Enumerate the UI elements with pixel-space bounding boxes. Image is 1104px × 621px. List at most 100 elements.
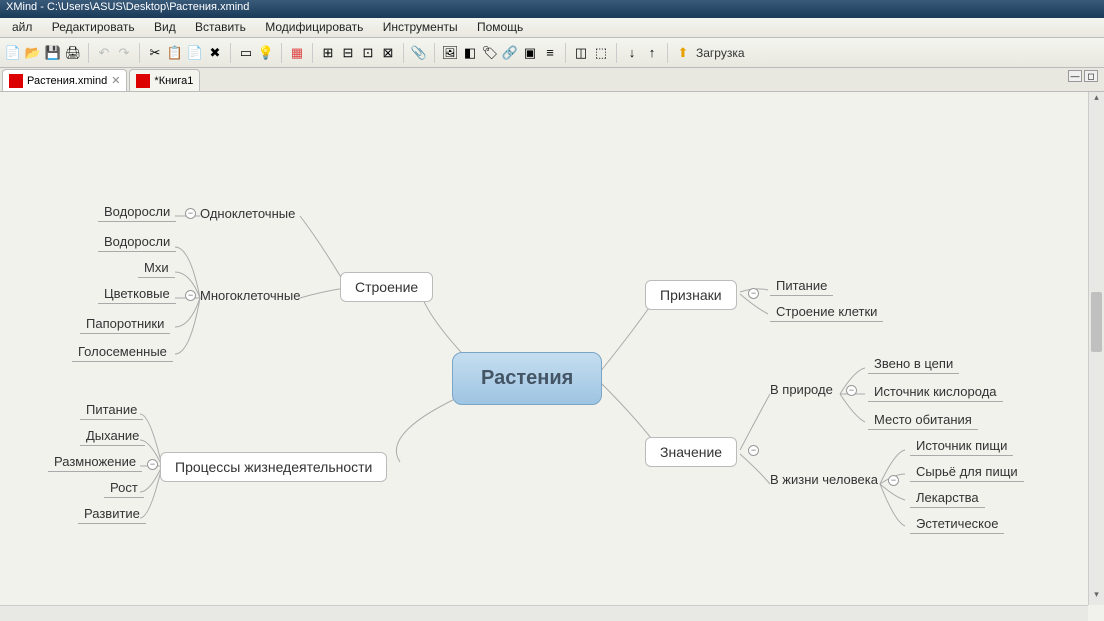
- close-icon[interactable]: ✕: [111, 74, 120, 87]
- vertical-scrollbar[interactable]: ▴ ▾: [1088, 92, 1104, 605]
- leaf-development[interactable]: Развитие: [78, 504, 146, 524]
- upload-icon[interactable]: ⬆: [674, 44, 692, 62]
- undo-icon[interactable]: ↶: [95, 44, 113, 62]
- leaf-oxygen[interactable]: Источник кислорода: [868, 382, 1003, 402]
- branch-processes[interactable]: Процессы жизнедеятельности: [160, 452, 387, 482]
- link-icon[interactable]: 🔗: [501, 44, 519, 62]
- collapse-icon[interactable]: −: [185, 208, 196, 219]
- leaf-habitat[interactable]: Место обитания: [868, 410, 978, 430]
- tab-kniga1[interactable]: *Книга1: [129, 69, 200, 91]
- paste-icon[interactable]: 📄: [186, 44, 204, 62]
- attach-icon[interactable]: 📎: [410, 44, 428, 62]
- menu-insert[interactable]: Вставить: [187, 18, 254, 36]
- menu-edit[interactable]: Редактировать: [44, 18, 143, 36]
- image-icon[interactable]: 🖼: [441, 44, 459, 62]
- tab-rasteniya[interactable]: Растения.xmind ✕: [2, 69, 127, 91]
- leaf-moss[interactable]: Мхи: [138, 258, 175, 278]
- tool1-icon[interactable]: ◫: [572, 44, 590, 62]
- collapse-icon[interactable]: −: [748, 288, 759, 299]
- collapse-icon[interactable]: −: [888, 475, 899, 486]
- branch-meaning[interactable]: Значение: [645, 437, 737, 467]
- print-icon[interactable]: 🖨: [64, 44, 82, 62]
- redo-icon[interactable]: ↷: [115, 44, 133, 62]
- leaf-flowering[interactable]: Цветковые: [98, 284, 176, 304]
- leaf-medicine[interactable]: Лекарства: [910, 488, 985, 508]
- leaf-breathing[interactable]: Дыхание: [80, 426, 145, 446]
- collapse-icon[interactable]: −: [846, 385, 857, 396]
- leaf-chain-link[interactable]: Звено в цепи: [868, 354, 959, 374]
- structure2-icon[interactable]: ⊟: [339, 44, 357, 62]
- topic-icon[interactable]: ▦: [288, 44, 306, 62]
- leaf-fern[interactable]: Папоротники: [80, 314, 170, 334]
- collapse-icon[interactable]: −: [147, 459, 158, 470]
- leaf-nutrition[interactable]: Питание: [80, 400, 143, 420]
- down-icon[interactable]: ↓: [623, 44, 641, 62]
- minimize-icon[interactable]: —: [1068, 70, 1082, 82]
- window-titlebar: XMind - C:\Users\ASUS\Desktop\Растения.x…: [0, 0, 1104, 18]
- copy-icon[interactable]: 📋: [166, 44, 184, 62]
- summary-icon[interactable]: ≡: [541, 44, 559, 62]
- leaf-growth[interactable]: Рост: [104, 478, 144, 498]
- branch-structure[interactable]: Строение: [340, 272, 433, 302]
- label-icon[interactable]: 🏷: [481, 44, 499, 62]
- structure3-icon[interactable]: ⊡: [359, 44, 377, 62]
- structure4-icon[interactable]: ⊠: [379, 44, 397, 62]
- leaf-reproduction[interactable]: Размножение: [48, 452, 142, 472]
- leaf-nutrition2[interactable]: Питание: [770, 276, 833, 296]
- menu-view[interactable]: Вид: [146, 18, 184, 36]
- menu-file[interactable]: айл: [4, 18, 40, 36]
- menu-help[interactable]: Помощь: [469, 18, 531, 36]
- mindmap-canvas[interactable]: Растения Строение Процессы жизнедеятельн…: [0, 92, 1088, 605]
- up-icon[interactable]: ↑: [643, 44, 661, 62]
- idea-icon[interactable]: 💡: [257, 44, 275, 62]
- marker-icon[interactable]: ◧: [461, 44, 479, 62]
- separator: [667, 43, 668, 63]
- separator: [281, 43, 282, 63]
- window-title: XMind - C:\Users\ASUS\Desktop\Растения.x…: [6, 1, 249, 13]
- upload-label[interactable]: Загрузка: [696, 46, 745, 60]
- menu-modify[interactable]: Модифицировать: [257, 18, 371, 36]
- structure1-icon[interactable]: ⊞: [319, 44, 337, 62]
- scroll-up-icon[interactable]: ▴: [1089, 92, 1104, 108]
- maximize-icon[interactable]: ◻: [1084, 70, 1098, 82]
- leaf-cell-structure[interactable]: Строение клетки: [770, 302, 883, 322]
- leaf-food-source[interactable]: Источник пищи: [910, 436, 1013, 456]
- leaf-gymnosperm[interactable]: Голосеменные: [72, 342, 173, 362]
- sub-human[interactable]: В жизни человека: [770, 472, 878, 487]
- separator: [434, 43, 435, 63]
- sub-multicellular[interactable]: Многоклеточные: [200, 288, 300, 303]
- branch-signs[interactable]: Признаки: [645, 280, 737, 310]
- separator: [312, 43, 313, 63]
- sub-unicellular[interactable]: Одноклеточные: [200, 206, 295, 221]
- boundary-icon[interactable]: ▣: [521, 44, 539, 62]
- delete-icon[interactable]: ✖: [206, 44, 224, 62]
- cut-icon[interactable]: ✂: [146, 44, 164, 62]
- leaf-algae2[interactable]: Водоросли: [98, 232, 176, 252]
- separator: [403, 43, 404, 63]
- canvas-area: Растения Строение Процессы жизнедеятельн…: [0, 92, 1104, 621]
- separator: [139, 43, 140, 63]
- scroll-down-icon[interactable]: ▾: [1089, 589, 1104, 605]
- window-buttons: — ◻: [1068, 70, 1098, 82]
- horizontal-scrollbar[interactable]: [0, 605, 1088, 621]
- separator: [88, 43, 89, 63]
- open-icon[interactable]: 📂: [24, 44, 42, 62]
- menu-tools[interactable]: Инструменты: [375, 18, 466, 36]
- leaf-raw-food[interactable]: Сырьё для пищи: [910, 462, 1024, 482]
- separator: [230, 43, 231, 63]
- collapse-icon[interactable]: −: [185, 290, 196, 301]
- separator: [565, 43, 566, 63]
- collapse-icon[interactable]: −: [748, 445, 759, 456]
- xmind-icon: [136, 74, 150, 88]
- center-node[interactable]: Растения: [452, 352, 602, 405]
- sub-nature[interactable]: В природе: [770, 382, 833, 397]
- leaf-aesthetic[interactable]: Эстетическое: [910, 514, 1004, 534]
- leaf-algae1[interactable]: Водоросли: [98, 202, 176, 222]
- note-icon[interactable]: ▭: [237, 44, 255, 62]
- scroll-thumb[interactable]: [1091, 292, 1102, 352]
- save-icon[interactable]: 💾: [44, 44, 62, 62]
- separator: [616, 43, 617, 63]
- tool2-icon[interactable]: ⬚: [592, 44, 610, 62]
- tab-label: Растения.xmind: [27, 75, 107, 87]
- new-icon[interactable]: 📄: [4, 44, 22, 62]
